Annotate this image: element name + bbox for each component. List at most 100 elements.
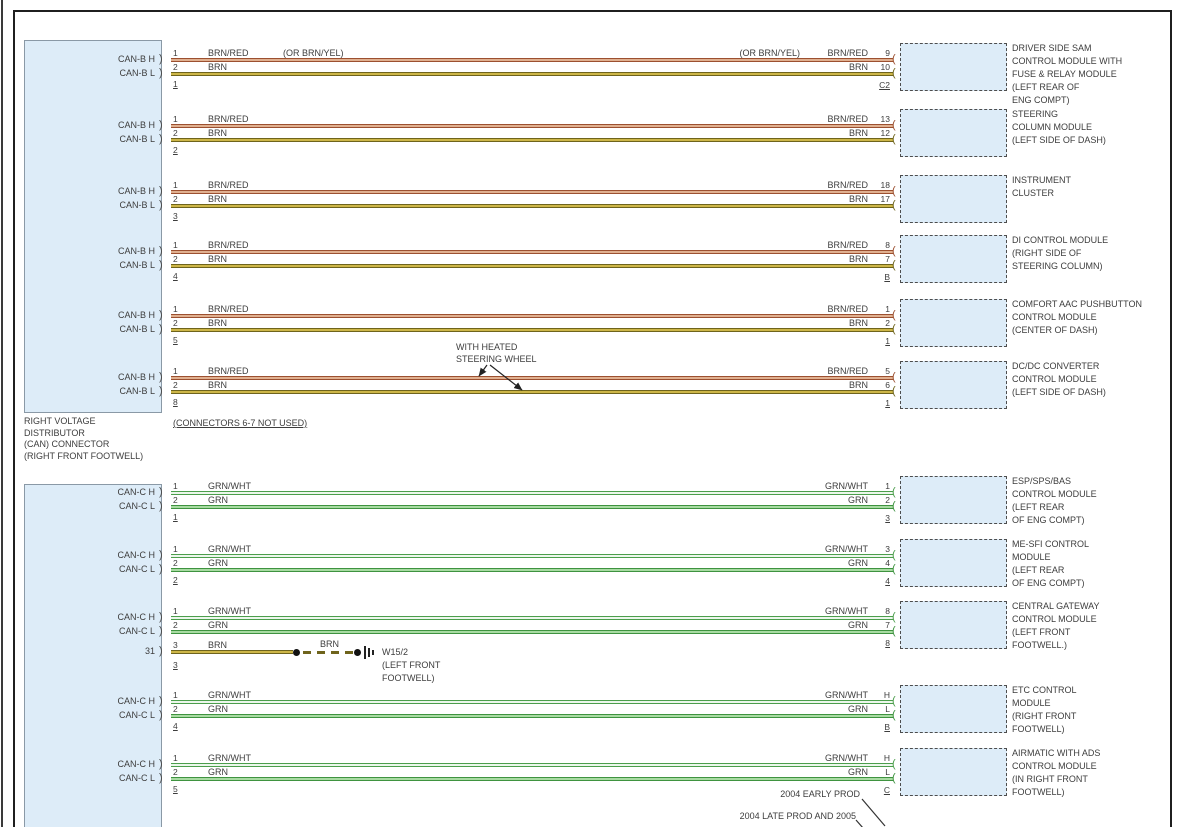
connector-pin-label: CAN-C L [118, 501, 155, 511]
connector-pin-label: CAN-B H [117, 372, 155, 382]
connector-pin-label: CAN-C H [117, 759, 156, 769]
wire-color-label: GRN/WHT [208, 544, 251, 554]
bus-wire [171, 376, 893, 380]
left-connector-id: 5 [173, 335, 178, 345]
note-line: WITH HEATED [456, 342, 518, 352]
left-connector-paren-icon: ) [159, 549, 163, 561]
wire-color-label: GRN [848, 704, 868, 714]
connector-pin-label: CAN-B L [119, 260, 155, 270]
right-connector-paren-icon: ( [892, 323, 896, 335]
wire-color-label: BRN [848, 318, 868, 328]
left-pin-number: 2 [173, 128, 178, 138]
wire-color-label: GRN/WHT [208, 753, 251, 763]
wire-color-label: BRN [848, 128, 868, 138]
module-description-line: ESP/SPS/BAS [1012, 476, 1072, 486]
wire-color-label: GRN/WHT [825, 753, 868, 763]
left-connector-paren-icon: ) [159, 323, 163, 335]
bus-wire [171, 700, 893, 704]
module-description-line: CONTROL MODULE WITH [1012, 56, 1123, 66]
wire-color-label: BRN/RED [208, 240, 249, 250]
left-connector-paren-icon: ) [159, 625, 163, 637]
wire-color-label: BRN [848, 254, 868, 264]
wire-color-label: BRN/RED [208, 304, 249, 314]
wire-color-label: GRN [848, 767, 868, 777]
module-description-line: ENG COMPT) [1012, 95, 1070, 105]
right-pin-number: 5 [885, 366, 890, 376]
bus-wire [171, 72, 893, 76]
bus-wire [171, 616, 893, 620]
wire-color-label: BRN/RED [827, 240, 868, 250]
wire-color-label: GRN [848, 620, 868, 630]
connector-pin-label: CAN-B H [117, 310, 155, 320]
right-pin-number: 18 [880, 180, 890, 190]
left-connector-caption: RIGHT VOLTAGE DISTRIBUTOR (CAN) CONNECTO… [24, 416, 143, 462]
module-description-line: ME-SFI CONTROL [1012, 539, 1090, 549]
bus-wire [171, 124, 893, 128]
module-description-line: CLUSTER [1012, 188, 1055, 198]
left-connector-paren-icon: ) [159, 695, 163, 707]
connector-pin-label: CAN-B H [117, 120, 155, 130]
module-box [900, 601, 1007, 649]
bus-wire [171, 264, 893, 268]
wire-color-label: GRN/WHT [208, 690, 251, 700]
prod-note-2004-early: 2004 EARLY PROD [780, 789, 860, 799]
left-connector-id: 1 [173, 512, 178, 522]
left-pin-number: 1 [173, 753, 178, 763]
bus-wire [171, 328, 893, 332]
wire-color-label: BRN [208, 640, 228, 650]
left-pin-number: 1 [173, 240, 178, 250]
left-pin-number: 2 [173, 62, 178, 72]
left-connector-paren-icon: ) [159, 385, 163, 397]
right-connector-paren-icon: ( [892, 309, 896, 321]
page-edge-line [1, 0, 3, 827]
wire-color-label: GRN [848, 495, 868, 505]
bus-wire [171, 190, 893, 194]
right-pin-number: 4 [885, 558, 890, 568]
right-connector-paren-icon: ( [892, 245, 896, 257]
left-pin-number: 3 [173, 640, 178, 650]
left-pin-number: 2 [173, 704, 178, 714]
left-pin-number: 2 [173, 380, 178, 390]
connector-pin-label: CAN-B L [119, 200, 155, 210]
lower-can-connector-box [24, 484, 162, 827]
right-pin-number: 10 [880, 62, 890, 72]
right-connector-id: B [884, 722, 890, 732]
right-connector-paren-icon: ( [892, 119, 896, 131]
ground-dashed-wire [303, 651, 355, 654]
module-description-line: (RIGHT FRONT [1012, 711, 1077, 721]
module-description-line: CONTROL MODULE [1012, 312, 1097, 322]
bus-wire [171, 763, 893, 767]
right-connector-paren-icon: ( [892, 772, 896, 784]
module-description-line: MODULE [1012, 698, 1051, 708]
connector-pin-label: CAN-B L [119, 68, 155, 78]
left-pin-number: 1 [173, 304, 178, 314]
left-connector-paren-icon: ) [159, 309, 163, 321]
right-connector-id: B [884, 272, 890, 282]
wire-alt-color-label: (OR BRN/YEL) [283, 48, 344, 58]
connector-pin-label: CAN-B L [119, 324, 155, 334]
right-voltage-distributor-box [24, 40, 162, 413]
wire-color-label: BRN [208, 254, 228, 264]
bus-wire [171, 491, 893, 495]
connector-pin-label: CAN-B H [117, 54, 155, 64]
right-connector-id: 1 [885, 336, 890, 346]
connector-pin-label: CAN-C H [117, 550, 156, 560]
left-connector-paren-icon: ) [159, 119, 163, 131]
left-pin-number: 2 [173, 318, 178, 328]
wire-color-label: GRN/WHT [825, 606, 868, 616]
wire-color-label: GRN [848, 558, 868, 568]
bus-wire [171, 777, 893, 781]
left-connector-paren-icon: ) [159, 709, 163, 721]
connector-pin-label: CAN-C L [118, 710, 155, 720]
wire-color-label: GRN [208, 558, 228, 568]
left-connector-paren-icon: ) [159, 199, 163, 211]
left-pin-number: 1 [173, 114, 178, 124]
module-description-line: FOOTWELL) [1012, 724, 1065, 734]
left-connector-paren-icon: ) [159, 67, 163, 79]
right-connector-id: 1 [885, 398, 890, 408]
right-connector-paren-icon: ( [892, 563, 896, 575]
left-pin-number: 1 [173, 606, 178, 616]
right-connector-paren-icon: ( [892, 625, 896, 637]
right-connector-paren-icon: ( [892, 133, 896, 145]
